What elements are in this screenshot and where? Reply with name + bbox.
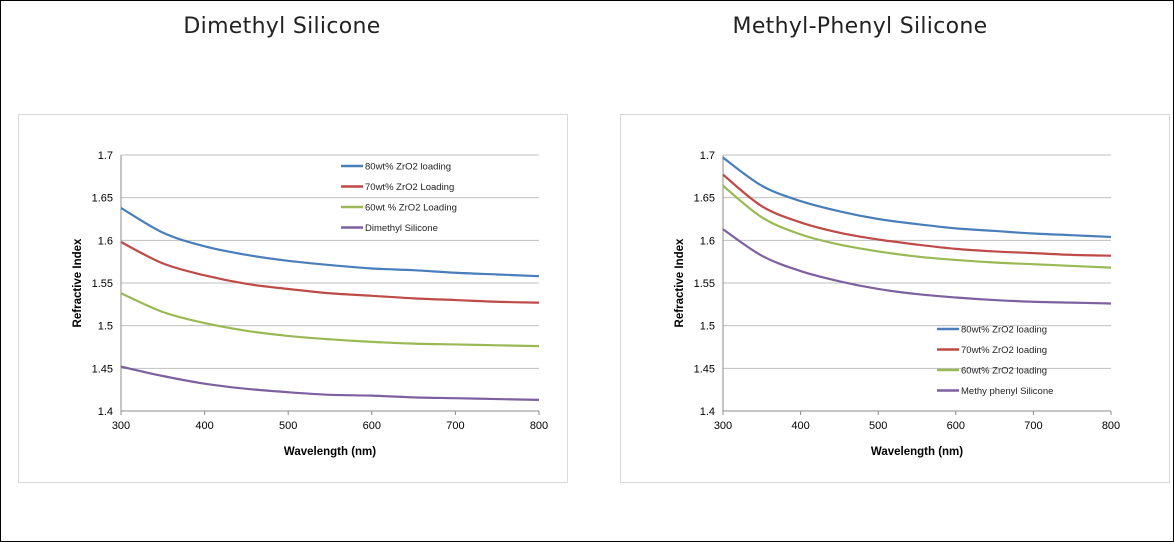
x-tick-label: 300	[714, 420, 732, 432]
y-tick-label: 1.6	[700, 235, 715, 247]
chart-svg-methyl-phenyl: 1.4 1.45 1.5 1.55 1.6 1.65 1.7 300 400 500 600 700 8…	[674, 150, 1120, 458]
series-line-1	[722, 156, 1112, 239]
legend-label: 70wt% ZrO2 Loading	[365, 182, 454, 193]
chart-panel-methyl-phenyl: 1.4 1.45 1.5 1.55 1.6 1.65 1.7 300 400 500 600 700 8…	[620, 114, 1170, 483]
x-tick-label: 800	[530, 420, 548, 432]
legend-label: Dimethyl Silicone	[365, 223, 438, 234]
y-tick-label: 1.7	[98, 150, 113, 162]
x-tick-label: 600	[363, 420, 381, 432]
y-tick-label: 1.4	[700, 406, 715, 418]
legend-label: Methy phenyl Silicone	[961, 386, 1053, 397]
x-axis-title: Wavelength (nm)	[284, 446, 376, 458]
y-axis-title: Refractive Index	[674, 238, 686, 327]
series-line-1	[120, 206, 540, 278]
series-line-3	[722, 184, 1112, 269]
y-tick-label: 1.5	[700, 321, 715, 333]
x-tick-label: 400	[195, 420, 213, 432]
x-tick-label: 400	[791, 420, 809, 432]
legend-label: 80wt% ZrO2 loading	[365, 162, 451, 173]
series-line-3	[120, 292, 540, 348]
series-line-2	[120, 241, 540, 304]
y-tick-label: 1.55	[694, 278, 715, 290]
y-tick-label: 1.65	[92, 193, 113, 205]
y-tick-label: 1.45	[92, 363, 113, 375]
series-line-2	[722, 173, 1112, 257]
chart-heading-methyl-phenyl: Methyl-Phenyl Silicone	[732, 14, 988, 39]
x-axis-title: Wavelength (nm)	[871, 446, 963, 458]
y-tick-label: 1.4	[98, 406, 113, 418]
x-tick-label: 700	[1024, 420, 1042, 432]
y-tick-label: 1.7	[700, 150, 715, 162]
legend-label: 80wt% ZrO2 loading	[961, 325, 1047, 336]
series-line-4	[120, 365, 540, 402]
x-tick-label: 700	[446, 420, 464, 432]
chart-svg-dimethyl: 1.4 1.45 1.5 1.55 1.6 1.65 1.7 300 400 500 600 700 8…	[72, 150, 548, 458]
chart-heading-dimethyl: Dimethyl Silicone	[183, 14, 381, 39]
legend-label: 60wt % ZrO2 Loading	[365, 203, 457, 214]
legend-label: 60wt% ZrO2 loading	[961, 366, 1047, 377]
y-tick-label: 1.55	[92, 278, 113, 290]
y-tick-label: 1.45	[694, 363, 715, 375]
chart-panel-dimethyl: 1.4 1.45 1.5 1.55 1.6 1.65 1.7 300 400 500 600 700 8…	[18, 114, 568, 483]
y-tick-label: 1.6	[98, 235, 113, 247]
y-tick-label: 1.65	[694, 193, 715, 205]
y-tick-label: 1.5	[98, 321, 113, 333]
series-line-4	[722, 228, 1112, 305]
y-axis-title: Refractive Index	[72, 238, 84, 327]
x-tick-label: 500	[869, 420, 887, 432]
x-tick-label: 600	[947, 420, 965, 432]
x-tick-label: 300	[112, 420, 130, 432]
legend-label: 70wt% ZrO2 loading	[961, 345, 1047, 356]
x-tick-label: 800	[1102, 420, 1120, 432]
x-tick-label: 500	[279, 420, 297, 432]
